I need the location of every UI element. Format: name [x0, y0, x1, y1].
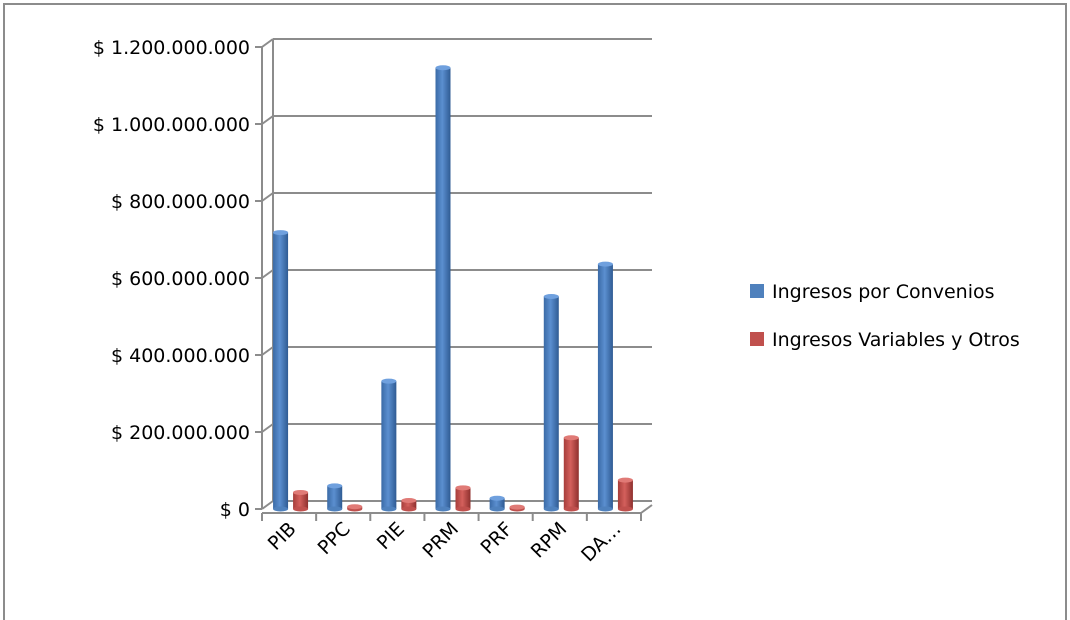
x-tick-label: PPC	[314, 518, 355, 559]
legend-item: Ingresos Variables y Otros	[750, 329, 1020, 351]
gridline-side	[261, 269, 274, 279]
bar-PIE-variables	[401, 498, 417, 512]
bars	[273, 65, 633, 512]
bar-PIE-convenios	[381, 378, 397, 512]
axes	[255, 39, 653, 521]
bar-PRM-convenios	[435, 65, 451, 512]
chart-frame	[3, 3, 1067, 620]
y-tick-label: $ 200.000.000	[111, 422, 250, 444]
bar-PRF-convenios	[489, 495, 505, 512]
legend-label: Ingresos por Convenios	[772, 281, 995, 303]
gridlines	[261, 38, 652, 510]
gridline-side	[261, 115, 274, 125]
legend-label: Ingresos Variables y Otros	[772, 329, 1020, 351]
bar-RPM-variables	[563, 435, 579, 512]
x-tick-label: PRM	[418, 518, 463, 563]
gridline-side	[261, 423, 274, 433]
x-tick-label: RPM	[527, 518, 572, 563]
bar-PRM-variables	[455, 485, 471, 512]
gridline-side	[261, 500, 274, 510]
x-tick-label: PRF	[476, 518, 517, 559]
legend: Ingresos por Convenios Ingresos Variables…	[750, 281, 1020, 351]
bar-DA…-variables	[617, 477, 633, 512]
x-tick-labels: PIB PPC PIE PRM PRF RPM DA…	[264, 518, 626, 566]
bar-PIB-variables	[293, 489, 309, 512]
bar-PIB-convenios	[273, 230, 289, 512]
bar-DA…-convenios	[597, 261, 613, 512]
bar-PPC-convenios	[327, 483, 343, 512]
gridline-side	[261, 346, 274, 356]
y-tick-label: $ 1.200.000.000	[93, 37, 250, 59]
y-tick-label: $ 400.000.000	[111, 345, 250, 367]
legend-swatch	[750, 284, 764, 298]
bar-RPM-convenios	[543, 293, 559, 512]
floor-side-edge	[640, 504, 653, 514]
bar-PPC-variables	[347, 504, 363, 512]
gridline-side	[261, 192, 274, 202]
legend-item: Ingresos por Convenios	[750, 281, 995, 303]
x-tick-label: PIE	[373, 518, 409, 554]
y-tick-label: $ 600.000.000	[111, 268, 250, 290]
x-tick-label: PIB	[264, 518, 301, 555]
y-tick-labels: $ 0 $ 200.000.000 $ 400.000.000 $ 600.000.0…	[93, 37, 250, 521]
x-tick-label: DA…	[577, 518, 625, 566]
y-tick-label: $ 800.000.000	[111, 191, 250, 213]
y-tick-label: $ 1.000.000.000	[93, 114, 250, 136]
gridline-side	[261, 38, 274, 48]
bar-PRF-variables	[509, 504, 525, 512]
y-tick-label: $ 0	[220, 499, 250, 521]
legend-swatch	[750, 332, 764, 346]
